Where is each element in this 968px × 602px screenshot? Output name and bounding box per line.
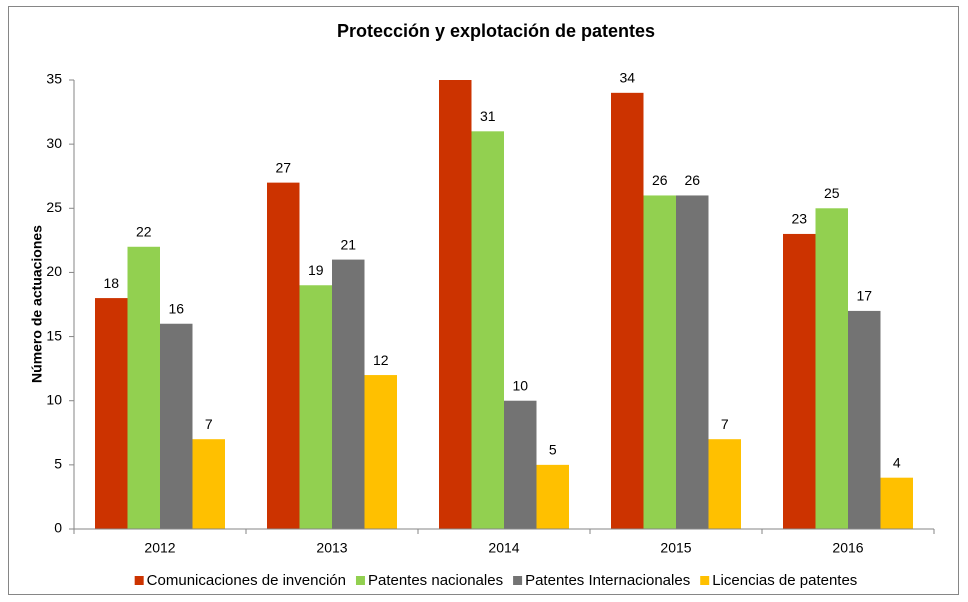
data-label: 7 — [205, 416, 213, 432]
y-tick-label: 5 — [54, 456, 62, 472]
legend-label: Comunicaciones de invención — [147, 572, 346, 589]
y-tick-label: 0 — [54, 520, 62, 536]
legend-label: Licencias de patentes — [712, 572, 857, 589]
bar — [848, 310, 881, 529]
data-label: 26 — [652, 172, 668, 188]
data-label: 31 — [480, 108, 496, 124]
bar — [192, 439, 225, 529]
legend-swatch — [513, 576, 523, 585]
bar — [504, 400, 537, 529]
y-tick-label: 35 — [46, 71, 62, 87]
bar — [611, 92, 644, 529]
legend-label: Patentes nacionales — [368, 572, 503, 589]
x-tick-label: 2013 — [316, 540, 347, 556]
data-label: 27 — [275, 159, 291, 175]
bar — [160, 323, 193, 529]
bar — [708, 439, 741, 529]
bar — [676, 195, 709, 529]
y-tick-label: 10 — [46, 391, 62, 407]
data-label: 19 — [308, 262, 324, 278]
chart-title: Protección y explotación de patentes — [337, 21, 655, 41]
bar — [364, 375, 397, 529]
data-label: 18 — [103, 275, 119, 291]
data-label: 12 — [373, 352, 389, 368]
legend-swatch — [700, 576, 710, 585]
legend-swatch — [134, 576, 144, 585]
data-label: 5 — [549, 442, 557, 458]
y-tick-label: 20 — [46, 263, 62, 279]
bar — [643, 195, 676, 529]
x-tick-label: 2012 — [144, 540, 175, 556]
data-label: 4 — [893, 454, 901, 470]
data-label: 25 — [824, 185, 840, 201]
data-label: 34 — [619, 70, 635, 86]
bar — [471, 131, 504, 530]
bar — [127, 246, 160, 529]
legend: Comunicaciones de invención Patentes naci… — [134, 572, 857, 589]
y-tick-label: 15 — [46, 327, 62, 343]
legend-swatch — [355, 576, 365, 585]
bar — [815, 208, 848, 530]
y-tick-label: 25 — [46, 199, 62, 215]
bar — [536, 464, 569, 529]
x-tick-label: 2015 — [660, 540, 691, 556]
y-tick-label: 30 — [46, 135, 62, 151]
data-label: 10 — [512, 377, 528, 393]
data-label: 26 — [684, 172, 700, 188]
bar — [880, 477, 913, 529]
data-label: 16 — [168, 300, 184, 316]
data-label: 21 — [340, 236, 356, 252]
bar — [267, 182, 300, 529]
x-tick-label: 2016 — [832, 540, 863, 556]
x-tick-label: 2014 — [488, 540, 519, 556]
bar — [95, 298, 128, 529]
bar — [783, 233, 816, 529]
data-label: 22 — [136, 223, 152, 239]
bar — [332, 259, 365, 529]
data-label: 23 — [791, 211, 807, 227]
legend-label: Patentes Internacionales — [525, 572, 690, 589]
data-label: 17 — [856, 288, 872, 304]
bar — [299, 285, 332, 529]
data-label: 7 — [721, 416, 729, 432]
bar — [439, 80, 472, 529]
y-axis-label: Número de actuaciones — [29, 225, 45, 383]
